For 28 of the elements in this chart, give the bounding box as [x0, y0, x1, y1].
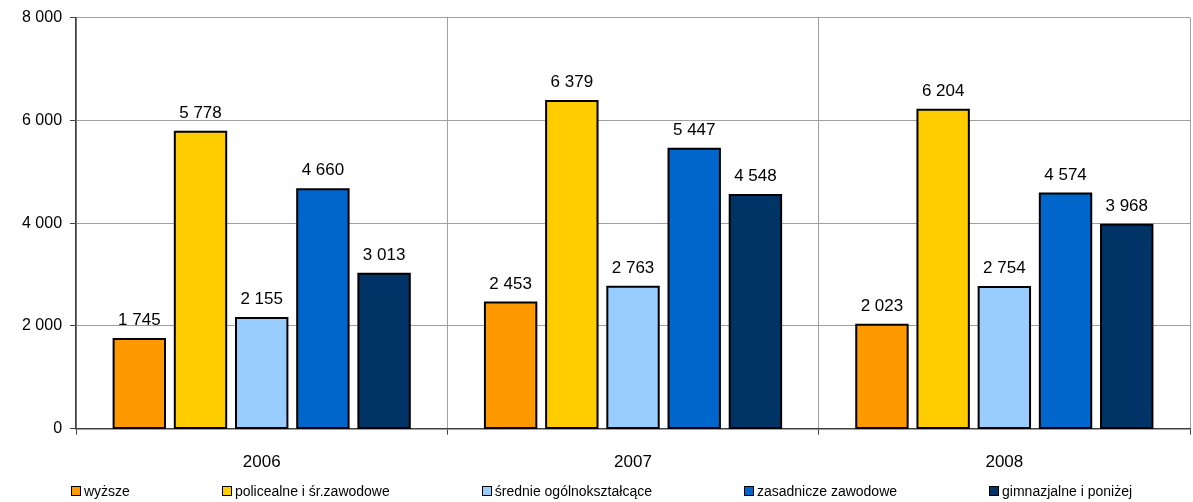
data-label: 3 968 — [1105, 195, 1148, 215]
x-tick-label: 2007 — [614, 452, 652, 472]
y-tick-label: 0 — [53, 419, 63, 437]
data-label: 2 754 — [983, 258, 1026, 278]
x-tick-label: 2008 — [985, 452, 1024, 472]
x-tick-label: 2006 — [242, 452, 281, 472]
data-label: 3 013 — [362, 244, 406, 264]
data-label: 4 660 — [301, 160, 345, 180]
data-label: 6 204 — [921, 81, 965, 101]
data-label: 6 379 — [550, 72, 594, 92]
data-label: 5 447 — [672, 119, 716, 139]
legend-label: policealne i śr.zawodowe — [234, 483, 390, 499]
y-tick-label: 6 000 — [21, 110, 63, 128]
legend-label: średnie ogólnokształcące — [494, 483, 652, 499]
legend-label: gimnazjalne i poniżej — [1002, 483, 1133, 499]
legend-label: zasadnicze zawodowe — [756, 483, 898, 499]
data-label: 2 453 — [489, 273, 532, 293]
data-label: 5 778 — [179, 102, 222, 122]
data-label: 4 548 — [734, 166, 777, 186]
data-label: 2 155 — [240, 289, 283, 309]
y-tick-label: 8 000 — [21, 8, 63, 26]
data-label: 2 763 — [611, 257, 655, 277]
y-tick-label: 4 000 — [21, 213, 63, 231]
y-tick-label: 2 000 — [21, 316, 63, 334]
data-label: 1 745 — [118, 310, 161, 330]
data-label: 2 023 — [860, 295, 904, 315]
data-label: 4 574 — [1044, 164, 1087, 184]
legend-label: wyższe — [83, 483, 130, 499]
